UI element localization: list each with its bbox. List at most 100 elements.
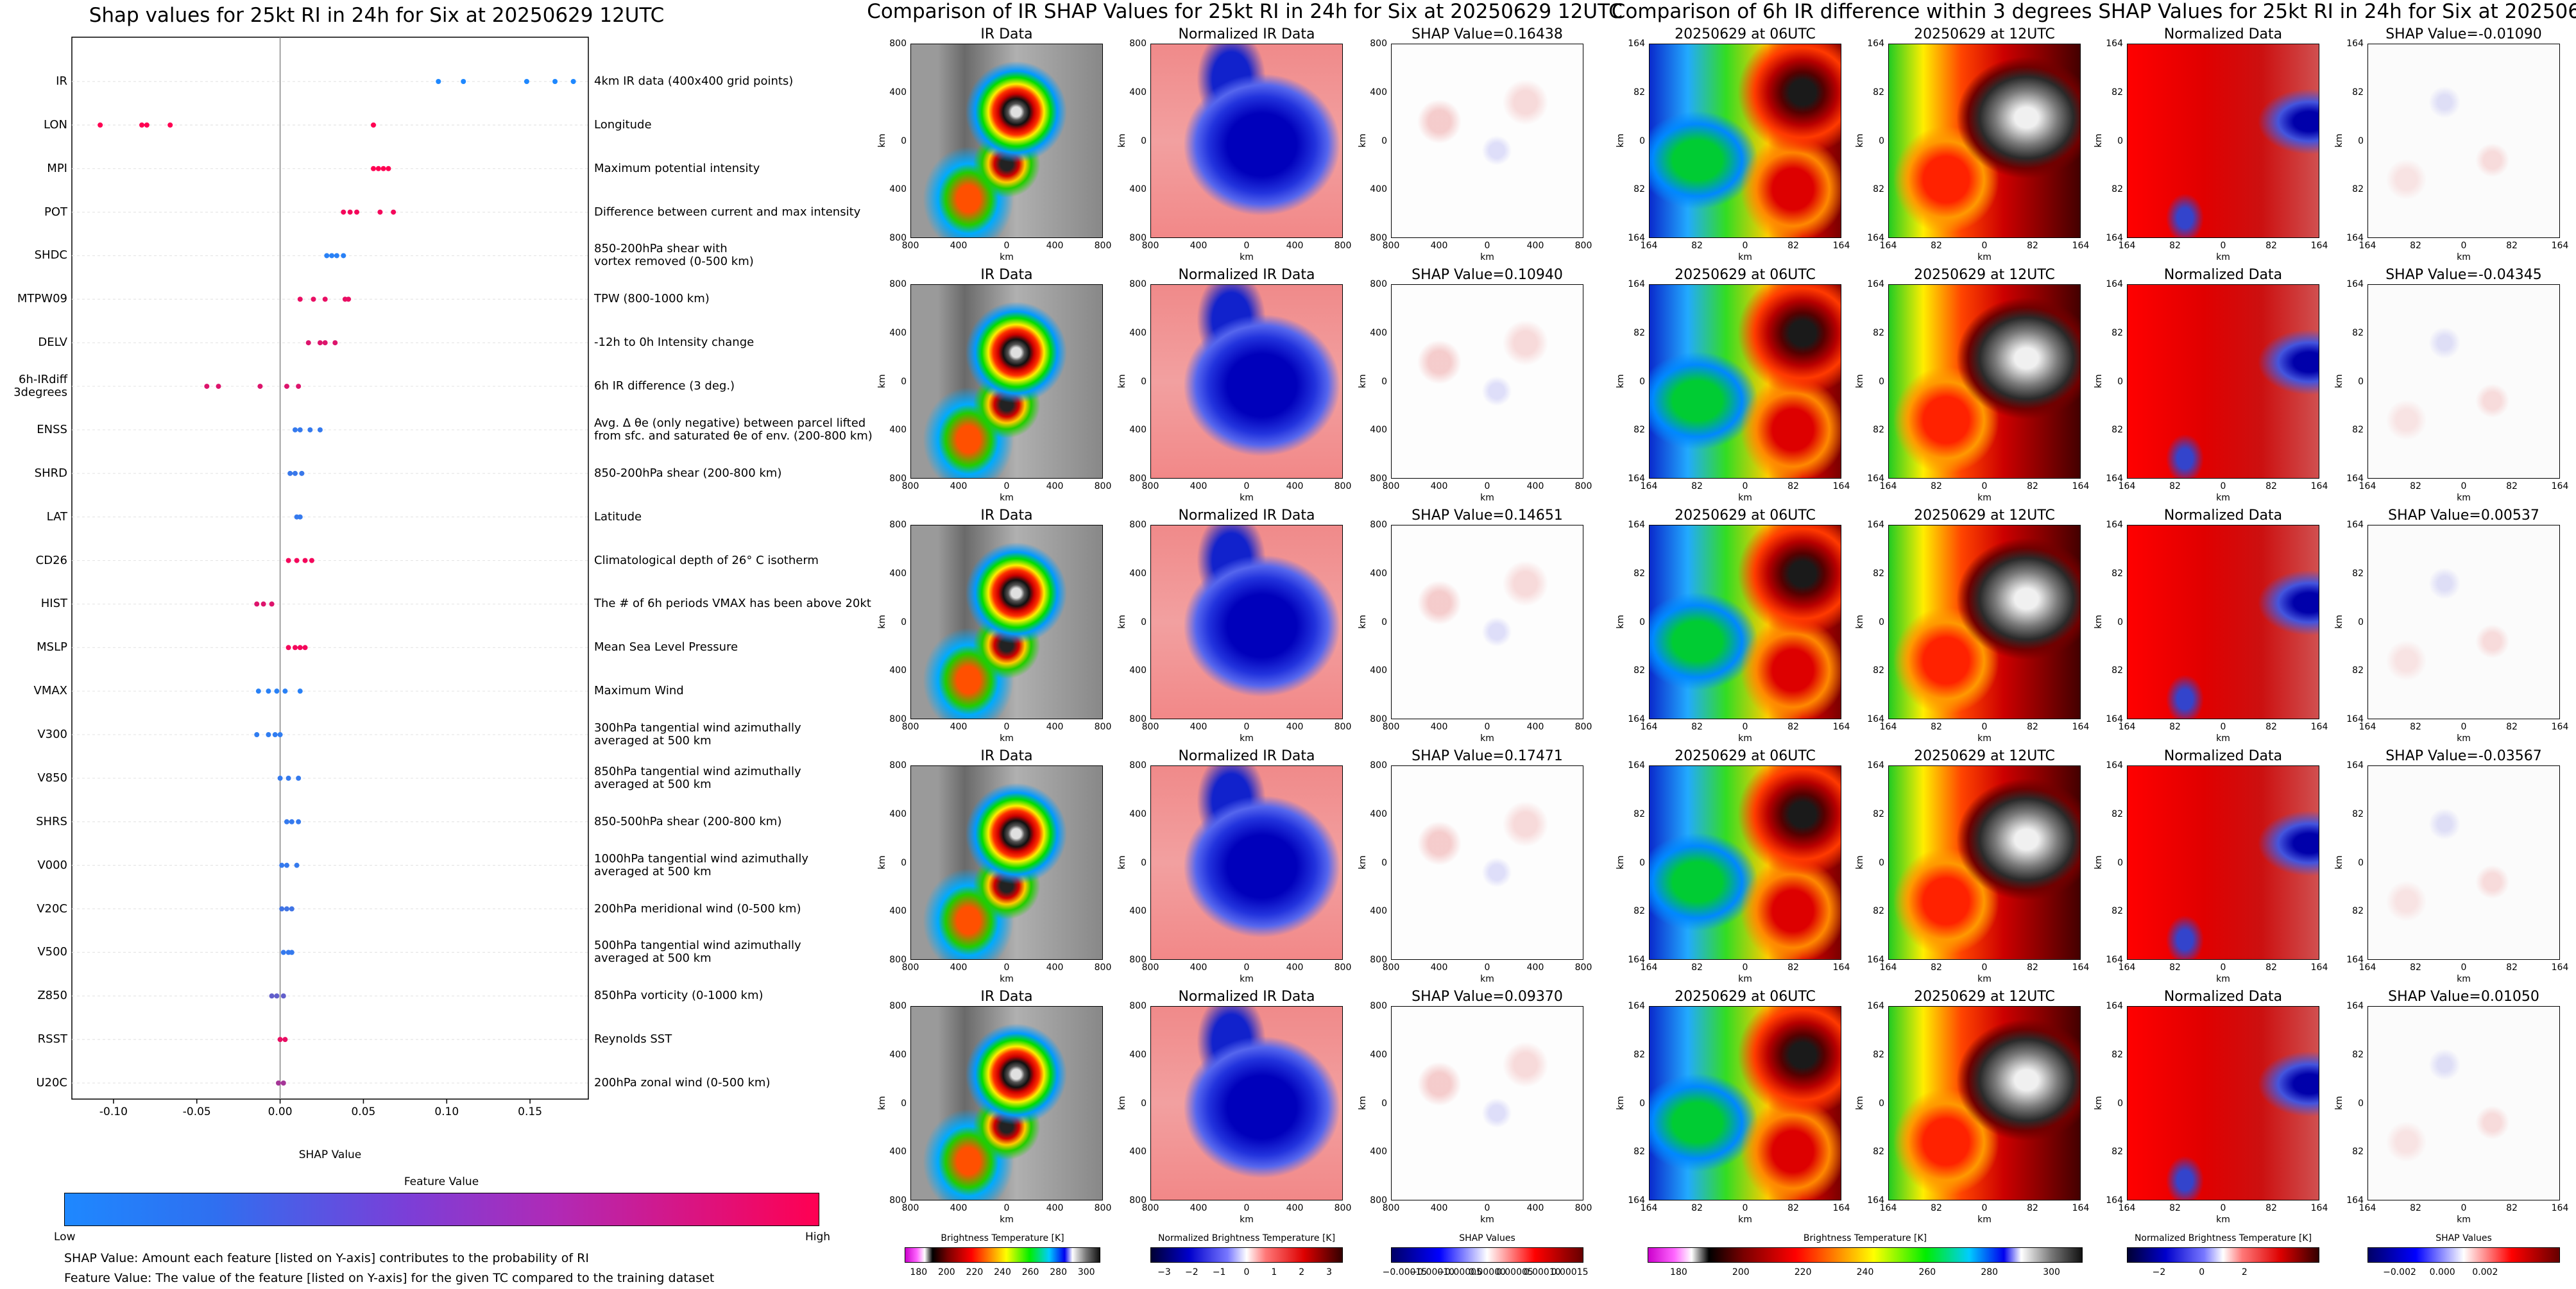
shap-point <box>255 688 261 694</box>
x-axis-label: km <box>1000 1215 1014 1225</box>
x-tick-label: 400 <box>1430 241 1448 251</box>
x-tick-label: 164 <box>2358 1203 2376 1213</box>
y-tick-label: 0 <box>2117 617 2123 627</box>
y-tick-label: 400 <box>1370 87 1387 98</box>
feature-name: SHRS <box>36 814 67 828</box>
x-axis-label: km <box>1000 733 1014 744</box>
y-tick-label: 82 <box>1873 87 1884 98</box>
colorbar-tick: 260 <box>1021 1267 1039 1277</box>
x-tick-label: -0.05 <box>182 1105 211 1118</box>
colorbar-tick: 0 <box>1243 1267 1250 1277</box>
x-tick-label: -0.10 <box>99 1105 128 1118</box>
shap-point <box>292 470 298 476</box>
panel-title: SHAP Value=0.10940 <box>1412 267 1563 283</box>
x-tick-label: 164 <box>1879 1203 1897 1213</box>
heatmap-panel <box>1150 284 1343 479</box>
x-tick-label: 800 <box>1141 241 1159 251</box>
x-tick-label: 82 <box>2410 241 2421 251</box>
y-tick-label: 164 <box>1628 714 1645 724</box>
y-tick-label: 400 <box>1129 1049 1147 1060</box>
y-tick-label: 400 <box>1370 808 1387 819</box>
heatmap-panel <box>1391 44 1583 238</box>
feature-name: HIST <box>40 597 67 611</box>
panel-title: Normalized IR Data <box>1178 989 1315 1005</box>
x-tick-label: 800 <box>1382 1203 1400 1213</box>
panel-title: Normalized Data <box>2163 26 2283 42</box>
y-tick-label: 82 <box>2352 1049 2364 1060</box>
x-tick-label: 0.00 <box>268 1105 293 1118</box>
x-tick-label: 400 <box>1526 481 1544 491</box>
x-tick-label: 164 <box>2072 1203 2090 1213</box>
shap-point <box>167 122 173 128</box>
y-tick-label: 400 <box>1129 184 1147 195</box>
shap-point <box>436 79 441 84</box>
shap-point <box>307 427 313 432</box>
x-tick-label: 400 <box>1190 241 1207 251</box>
y-tick-label: 800 <box>1129 520 1147 530</box>
x-axis-label: km <box>1977 733 1992 744</box>
x-axis-label: km <box>1240 974 1254 984</box>
x-tick-label: 800 <box>1382 962 1400 973</box>
shap-point <box>279 906 285 912</box>
y-tick-label: 0 <box>1381 135 1387 146</box>
y-tick-label: 0 <box>1381 857 1387 868</box>
feature-name: V300 <box>37 728 67 742</box>
x-tick-label: 164 <box>2551 481 2569 491</box>
x-tick-label: 800 <box>1334 1203 1352 1213</box>
y-tick-label: 800 <box>1370 38 1387 49</box>
y-tick-label: 82 <box>2352 808 2364 819</box>
x-axis-label: km <box>1480 974 1494 984</box>
y-tick-label: 164 <box>2346 714 2364 724</box>
heatmap-panel <box>2127 1006 2319 1200</box>
x-tick-label: 0 <box>2461 481 2467 491</box>
y-tick-label: 800 <box>1129 1195 1147 1206</box>
y-tick-label: 800 <box>889 474 907 484</box>
feature-description: 850hPa tangential wind azimuthally avera… <box>594 764 801 791</box>
feature-description: 1000hPa tangential wind azimuthally aver… <box>594 851 809 878</box>
x-tick-label: 164 <box>2310 962 2328 973</box>
y-tick-label: 800 <box>1370 760 1387 771</box>
heatmap-panel <box>2127 284 2319 479</box>
shap-point <box>286 558 291 563</box>
panel-title: Normalized IR Data <box>1178 508 1315 524</box>
y-tick-label: 800 <box>889 955 907 965</box>
x-tick-label: 82 <box>2169 481 2181 491</box>
y-tick-label: 164 <box>2106 474 2123 484</box>
x-tick-label: 164 <box>2551 722 2569 732</box>
shap-point <box>386 166 391 171</box>
shap-point <box>341 253 346 259</box>
y-tick-label: 82 <box>1633 568 1645 579</box>
y-tick-label: 82 <box>2352 906 2364 917</box>
x-tick-label: 0.10 <box>434 1105 459 1118</box>
shap-point <box>286 645 291 651</box>
y-tick-label: 0 <box>2358 1098 2364 1109</box>
y-tick-label: 164 <box>1628 520 1645 530</box>
y-tick-label: 0 <box>1879 617 1884 627</box>
y-tick-label: 400 <box>889 808 907 819</box>
x-axis-label: km <box>1000 493 1014 503</box>
x-tick-label: 164 <box>2118 241 2136 251</box>
y-tick-label: 82 <box>2352 184 2364 195</box>
feature-description: 850-500hPa shear (200-800 km) <box>594 814 782 828</box>
y-tick-label: 164 <box>1628 760 1645 771</box>
x-tick-label: 82 <box>2265 241 2277 251</box>
x-axis-label: km <box>2216 733 2230 744</box>
x-tick-label: 82 <box>2410 1203 2421 1213</box>
y-tick-label: 800 <box>889 760 907 771</box>
x-tick-label: 800 <box>1094 481 1112 491</box>
y-tick-label: 164 <box>1628 1001 1645 1011</box>
x-axis-label: km <box>2216 252 2230 262</box>
x-tick-label: 800 <box>1094 962 1112 973</box>
y-axis-label: km <box>2334 855 2344 869</box>
y-axis-label: km <box>2094 1095 2104 1110</box>
y-tick-label: 164 <box>2106 1195 2123 1206</box>
colorbar <box>905 1247 1100 1263</box>
x-tick-label: 400 <box>1430 481 1448 491</box>
y-tick-label: 82 <box>2352 665 2364 676</box>
y-tick-label: 0 <box>1879 376 1884 387</box>
x-axis-label: km <box>1480 1215 1494 1225</box>
colorbar-tick: 300 <box>1077 1267 1095 1277</box>
x-tick-label: 0 <box>1981 481 1988 491</box>
feature-name: SHRD <box>34 466 67 480</box>
